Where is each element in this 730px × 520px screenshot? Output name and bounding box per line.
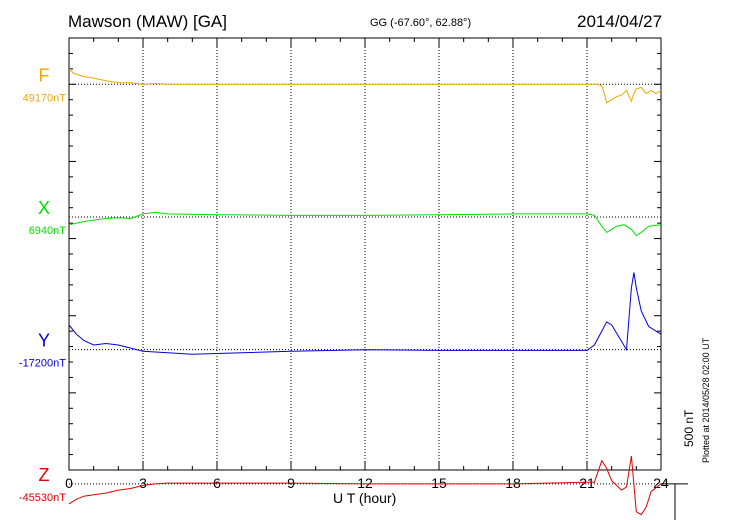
x-tick-label-18: 18 [505,475,521,491]
series-label-X: X [38,198,50,218]
chart-title: Mawson (MAW) [GA] [68,12,227,31]
baseline-value-Z: -45530nT [19,492,66,504]
baseline-value-X: 6940nT [29,225,67,237]
x-tick-label-12: 12 [357,475,373,491]
series-line-Z [68,456,662,516]
series-label-Z: Z [39,465,50,485]
chart-date: 2014/04/27 [577,12,663,31]
baseline-value-F: 49170nT [23,92,67,104]
x-axis-label: U T (hour) [333,490,397,506]
x-tick-label-3: 3 [139,475,147,491]
x-tick-label-21: 21 [579,475,595,491]
series-line-F [68,68,662,104]
baseline-value-Y: -17200nT [19,358,66,370]
series-line-X [68,211,662,237]
x-tick-label-15: 15 [431,475,447,491]
x-tick-label-0: 0 [65,475,73,491]
series-line-Y [68,272,662,355]
series-label-F: F [39,65,50,85]
station-coordinates: GG (-67.60°, 62.88°) [370,17,472,29]
series-label-Y: Y [38,331,50,351]
